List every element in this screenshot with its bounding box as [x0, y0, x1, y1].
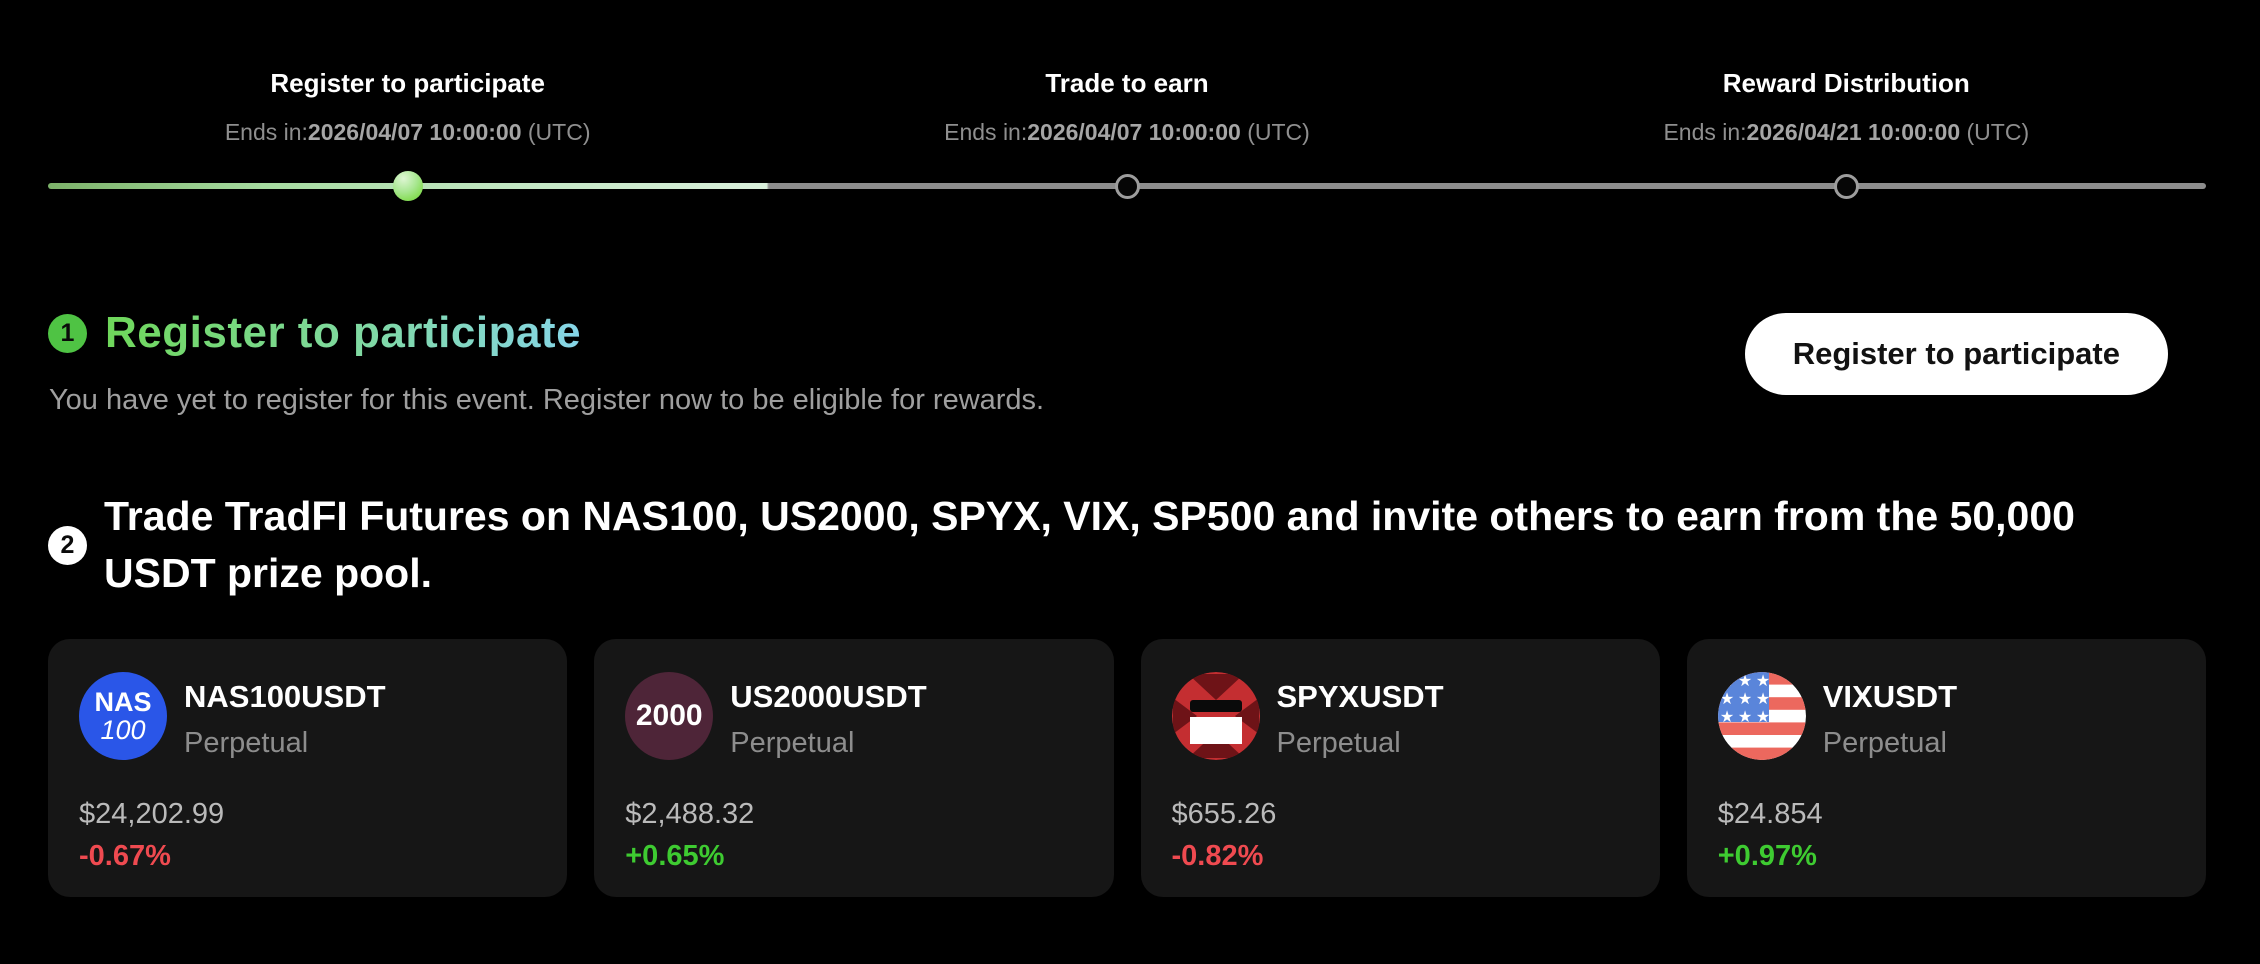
market-cards: NAS 100 NAS100USDT Perpetual $24,202.99 … — [48, 639, 2206, 897]
step-title: Trade to earn — [1045, 68, 1209, 98]
step-register: Register to participate Ends in:2026/04/… — [48, 0, 767, 146]
svg-text:★: ★ — [1720, 672, 1734, 690]
market-card-vix[interactable]: ★ ★ ★ ★ ★ ★ ★ ★ ★ VIXUSDT Perpetual $24.854 +0… — [1686, 639, 2206, 897]
market-card-spyx[interactable]: SPYXUSDT Perpetual $655.26 -0.82% — [1140, 639, 1660, 897]
market-type: Perpetual — [730, 727, 855, 759]
market-type: Perpetual — [1276, 727, 1401, 759]
event-stepper: Register to participate Ends in:2026/04/… — [48, 0, 2206, 201]
step1-active-dot-icon — [392, 171, 423, 201]
register-status-text: You have yet to register for this event.… — [49, 384, 1045, 416]
register-section: 1 Register to participate You have yet t… — [48, 308, 1044, 417]
svg-text:★: ★ — [1738, 707, 1752, 726]
market-symbol: SPYXUSDT — [1276, 679, 1444, 714]
register-section-title: Register to participate — [105, 308, 582, 357]
step-reward: Reward Distribution Ends in:2026/04/21 1… — [1487, 0, 2206, 146]
step-2-badge: 2 — [48, 525, 87, 565]
market-change: -0.67% — [79, 840, 171, 872]
step-deadline: Ends in:2026/04/07 10:00:00 (UTC) — [944, 119, 1310, 145]
market-change: +0.65% — [625, 840, 725, 872]
market-symbol: NAS100USDT — [184, 679, 386, 714]
market-card-us2000[interactable]: 2000 US2000USDT Perpetual $2,488.32 +0.6… — [594, 639, 1114, 897]
us2000-icon: 2000 — [625, 672, 714, 760]
market-change: -0.82% — [1171, 840, 1264, 872]
svg-text:★: ★ — [1738, 689, 1752, 708]
step-title: Reward Distribution — [1722, 68, 1970, 98]
step3-pending-dot-icon — [1833, 174, 1859, 199]
trade-title-line2: USDT prize pool. — [104, 550, 432, 596]
us-flag-icon: ★ ★ ★ ★ ★ ★ ★ ★ ★ — [1717, 672, 1806, 760]
trade-title-line1: Trade TradFI Futures on NAS100, US2000, … — [104, 493, 2075, 539]
svg-text:★: ★ — [1756, 672, 1770, 690]
market-type: Perpetual — [1822, 727, 1947, 759]
market-change: +0.97% — [1717, 840, 1817, 872]
svg-text:★: ★ — [1756, 689, 1770, 708]
step2-pending-dot-icon — [1114, 174, 1140, 199]
nas100-icon: NAS 100 — [79, 672, 167, 760]
market-card-nas100[interactable]: NAS 100 NAS100USDT Perpetual $24,202.99 … — [48, 639, 568, 897]
market-price: $24,202.99 — [79, 798, 225, 830]
trade-section: 2 Trade TradFI Futures on NAS100, US2000… — [48, 488, 2206, 602]
step-title: Register to participate — [270, 68, 545, 98]
svg-text:★: ★ — [1720, 689, 1734, 708]
market-symbol: US2000USDT — [730, 679, 927, 714]
svg-text:★: ★ — [1738, 672, 1752, 690]
svg-text:★: ★ — [1720, 707, 1734, 726]
step-deadline: Ends in:2026/04/21 10:00:00 (UTC) — [1663, 119, 2030, 145]
market-price: $2,488.32 — [625, 798, 755, 830]
step-deadline: Ends in:2026/04/07 10:00:00 (UTC) — [224, 119, 591, 145]
market-symbol: VIXUSDT — [1822, 679, 1958, 714]
svg-text:★: ★ — [1756, 707, 1770, 726]
market-type: Perpetual — [184, 727, 309, 759]
market-price: $24.854 — [1717, 798, 1823, 830]
trade-section-title: Trade TradFI Futures on NAS100, US2000, … — [104, 488, 2075, 602]
spdr-icon — [1171, 672, 1260, 760]
register-button[interactable]: Register to participate — [1744, 313, 2168, 395]
step-trade: Trade to earn Ends in:2026/04/07 10:00:0… — [767, 0, 1486, 146]
market-price: $655.26 — [1171, 798, 1277, 830]
step-1-badge: 1 — [48, 313, 87, 353]
